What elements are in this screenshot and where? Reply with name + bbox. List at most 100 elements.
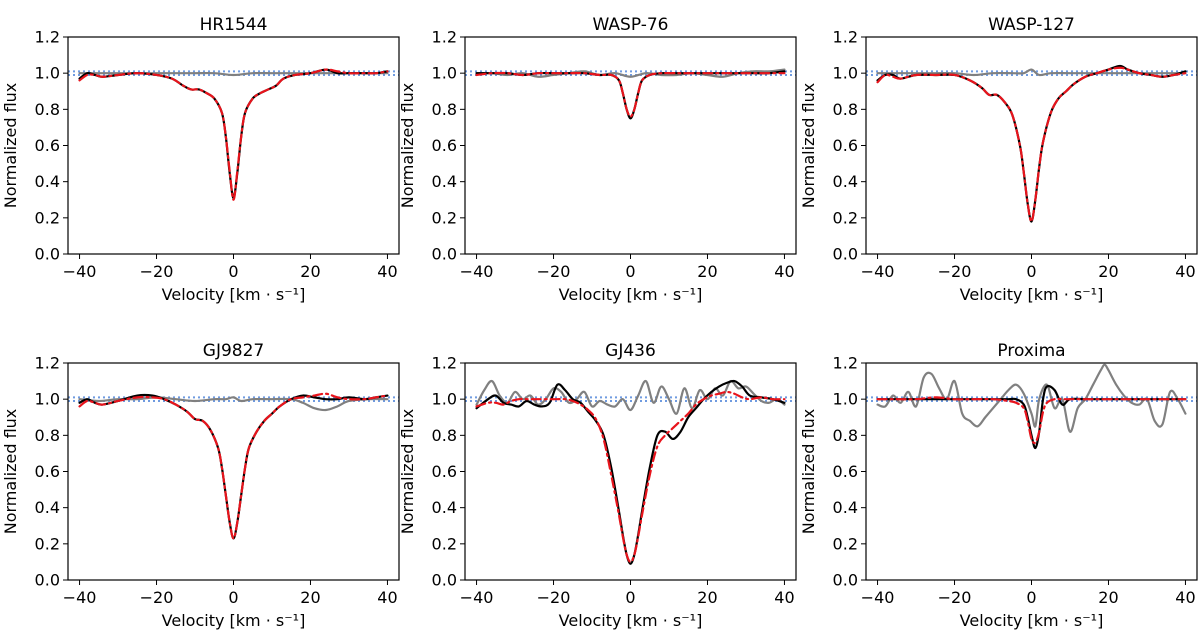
y-tick-label: 0.2 xyxy=(833,534,858,553)
y-tick-label: 0.8 xyxy=(833,426,858,445)
x-axis-label: Velocity [km · s⁻¹] xyxy=(162,285,306,304)
series-line-model xyxy=(475,71,786,118)
series-line-observed xyxy=(78,393,389,540)
y-tick-label: 0.8 xyxy=(833,100,858,119)
panel-title: Proxima xyxy=(997,341,1065,361)
y-tick-label: 1.0 xyxy=(35,390,60,409)
y-tick-label: 0.2 xyxy=(432,534,457,553)
y-tick-label: 0.4 xyxy=(833,172,858,191)
series-line-model xyxy=(475,390,786,564)
y-tick-label: 0.4 xyxy=(35,172,60,191)
y-tick-label: 0.0 xyxy=(432,571,457,590)
y-tick-label: 1.2 xyxy=(432,354,457,373)
y-tick-label: 1.0 xyxy=(833,64,858,83)
x-tick-label: 0 xyxy=(625,588,635,607)
plot-frame xyxy=(67,362,400,581)
x-tick-label: −40 xyxy=(460,262,494,281)
series-line-observed xyxy=(876,64,1187,223)
panel-series-group xyxy=(475,68,786,120)
x-tick-label: −20 xyxy=(938,262,972,281)
x-axis-label: Velocity [km · s⁻¹] xyxy=(559,285,703,304)
x-tick-label: −40 xyxy=(63,588,97,607)
x-tick-label: 20 xyxy=(300,262,320,281)
x-tick-label: −40 xyxy=(460,588,494,607)
x-tick-label: 0 xyxy=(1026,588,1036,607)
x-tick-label: −40 xyxy=(861,588,895,607)
x-tick-label: 20 xyxy=(300,588,320,607)
x-tick-label: −40 xyxy=(861,262,895,281)
x-tick-label: 40 xyxy=(1175,262,1195,281)
series-line-model xyxy=(876,66,1187,223)
panel-title: WASP-76 xyxy=(593,15,669,35)
y-tick-label: 0.8 xyxy=(35,100,60,119)
x-axis-label: Velocity [km · s⁻¹] xyxy=(960,611,1104,630)
panel-title: HR1544 xyxy=(200,15,268,35)
panel-series-group xyxy=(876,64,1187,223)
x-tick-label: −20 xyxy=(537,588,571,607)
y-tick-label: 0.0 xyxy=(833,571,858,590)
panel-series-group xyxy=(876,363,1187,450)
series-line-residual xyxy=(876,68,1187,77)
plot-frame xyxy=(464,36,797,255)
y-tick-label: 1.2 xyxy=(833,28,858,47)
y-tick-label: 1.2 xyxy=(432,28,457,47)
y-tick-label: 0.0 xyxy=(432,245,457,264)
x-tick-label: 0 xyxy=(228,262,238,281)
y-tick-label: 0.2 xyxy=(35,534,60,553)
x-tick-label: 40 xyxy=(377,262,397,281)
y-tick-label: 0.0 xyxy=(35,571,60,590)
series-line-model xyxy=(876,396,1187,445)
x-tick-label: 20 xyxy=(697,262,717,281)
y-tick-label: 0.4 xyxy=(432,498,457,517)
series-line-residual xyxy=(876,363,1187,433)
panel-title: WASP-127 xyxy=(988,15,1075,35)
y-axis-label: Normalized flux xyxy=(1,409,20,535)
y-tick-label: 0.6 xyxy=(432,136,457,155)
x-tick-label: 40 xyxy=(1175,588,1195,607)
series-line-model xyxy=(78,392,389,540)
x-tick-label: 0 xyxy=(1026,262,1036,281)
x-axis-label: Velocity [km · s⁻¹] xyxy=(559,611,703,630)
plot-frame xyxy=(464,362,797,581)
y-tick-label: 0.4 xyxy=(432,172,457,191)
y-tick-label: 0.6 xyxy=(833,462,858,481)
y-tick-label: 0.8 xyxy=(432,426,457,445)
x-tick-label: −20 xyxy=(140,588,174,607)
series-line-observed xyxy=(78,68,389,200)
y-axis-label: Normalized flux xyxy=(799,83,818,209)
x-tick-label: −40 xyxy=(63,262,97,281)
y-tick-label: 0.6 xyxy=(833,136,858,155)
x-axis-label: Velocity [km · s⁻¹] xyxy=(162,611,306,630)
x-axis-label: Velocity [km · s⁻¹] xyxy=(960,285,1104,304)
series-line-observed xyxy=(475,70,786,120)
y-tick-label: 1.0 xyxy=(35,64,60,83)
x-tick-label: 0 xyxy=(625,262,635,281)
y-axis-label: Normalized flux xyxy=(799,409,818,535)
panel-title: GJ9827 xyxy=(203,341,264,361)
y-tick-label: 0.2 xyxy=(35,208,60,227)
x-tick-label: 0 xyxy=(228,588,238,607)
panel-series-group xyxy=(78,68,389,201)
y-tick-label: 0.6 xyxy=(35,462,60,481)
y-tick-label: 1.0 xyxy=(833,390,858,409)
series-line-model xyxy=(78,68,389,201)
plot-frame xyxy=(865,362,1198,581)
series-line-observed xyxy=(475,379,786,565)
y-tick-label: 0.0 xyxy=(35,245,60,264)
x-tick-label: 40 xyxy=(377,588,397,607)
x-tick-label: 20 xyxy=(697,588,717,607)
y-axis-label: Normalized flux xyxy=(1,83,20,209)
y-tick-label: 0.2 xyxy=(833,208,858,227)
y-tick-label: 0.4 xyxy=(833,498,858,517)
y-tick-label: 0.4 xyxy=(35,498,60,517)
panel-series-group xyxy=(78,392,389,540)
x-tick-label: −20 xyxy=(537,262,571,281)
x-tick-label: −20 xyxy=(938,588,972,607)
y-tick-label: 0.6 xyxy=(432,462,457,481)
y-tick-label: 0.8 xyxy=(35,426,60,445)
series-line-residual xyxy=(78,396,389,412)
y-axis-label: Normalized flux xyxy=(398,83,417,209)
panel-hr1544: 0.0 0.2 0.4 0.6 0.8 1.0 1.2 −40 −20 0 20 40 HR1544 Ve… xyxy=(1,15,400,304)
x-tick-label: 40 xyxy=(774,262,794,281)
